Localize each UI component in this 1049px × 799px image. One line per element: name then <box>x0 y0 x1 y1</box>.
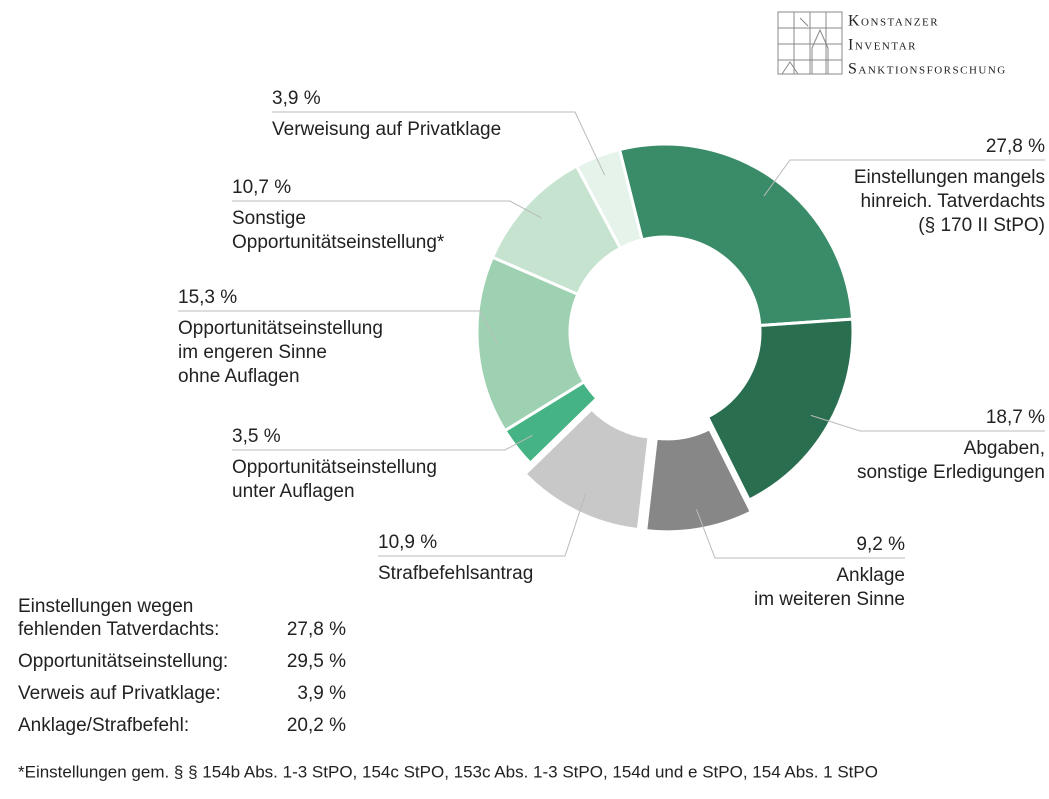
value-label: 3,5 % <box>232 426 281 447</box>
slice-label: hinreich. Tatverdachts <box>861 191 1045 212</box>
leader-line <box>695 509 905 559</box>
donut-slice <box>644 426 754 534</box>
donut-slice <box>574 147 644 251</box>
value-label: 10,7 % <box>232 177 291 198</box>
summary-value: 29,5 % <box>287 651 346 672</box>
slice-label: Opportunitätseinstellung <box>178 318 383 339</box>
slice-label: Verweisung auf Privatklage <box>272 119 501 140</box>
slice-label: Opportunitätseinstellung <box>232 457 437 478</box>
summary-label: Opportunitätseinstellung: <box>18 651 228 672</box>
footnote: *Einstellungen gem. § § 154b Abs. 1-3 St… <box>18 762 878 781</box>
summary-value: 20,2 % <box>287 715 346 736</box>
logo-text: Inventar <box>848 37 917 54</box>
value-label: 18,7 % <box>986 407 1045 428</box>
summary-label: fehlenden Tatverdachts: <box>18 619 219 640</box>
leader-line <box>178 310 498 345</box>
value-label: 27,8 % <box>986 136 1045 157</box>
slice-label: Strafbefehlsantrag <box>378 563 533 584</box>
slice-label: Einstellungen mangels <box>854 167 1045 188</box>
summary-label: Anklage/Strafbefehl: <box>18 715 189 736</box>
slice-label: ohne Auflagen <box>178 366 300 387</box>
leader-line <box>272 111 606 176</box>
slice-label: Abgaben, <box>964 438 1045 459</box>
summary-label: Einstellungen wegen <box>18 596 193 617</box>
leader-line <box>232 434 533 451</box>
leader-line <box>232 200 542 219</box>
logo-icon <box>777 11 843 75</box>
value-label: 15,3 % <box>178 287 237 308</box>
slice-label: im engeren Sinne <box>178 342 327 363</box>
donut-slice <box>705 317 855 503</box>
value-label: 3,9 % <box>272 88 321 109</box>
leader-line <box>810 414 1045 432</box>
summary-label: Verweis auf Privatklage: <box>18 683 221 704</box>
slice-label: sonstige Erledigungen <box>857 462 1045 483</box>
logo-text: Sanktionsforschung <box>848 61 1007 78</box>
value-label: 10,9 % <box>378 532 437 553</box>
donut-slice <box>522 406 651 532</box>
slice-label: (§ 170 II StPO) <box>918 215 1045 236</box>
logo-text: Konstanzer <box>848 13 939 30</box>
summary-value: 27,8 % <box>287 619 346 640</box>
value-label: 9,2 % <box>856 534 905 555</box>
summary-value: 3,9 % <box>297 683 346 704</box>
slice-label: im weiteren Sinne <box>754 589 905 610</box>
leader-line <box>763 159 1045 197</box>
slice-label: Opportunitätseinstellung* <box>232 232 445 253</box>
slice-label: unter Auflagen <box>232 481 355 502</box>
slice-label: Sonstige <box>232 208 306 229</box>
donut-slice <box>617 142 855 328</box>
slice-label: Anklage <box>836 565 905 586</box>
leader-line <box>378 493 587 557</box>
